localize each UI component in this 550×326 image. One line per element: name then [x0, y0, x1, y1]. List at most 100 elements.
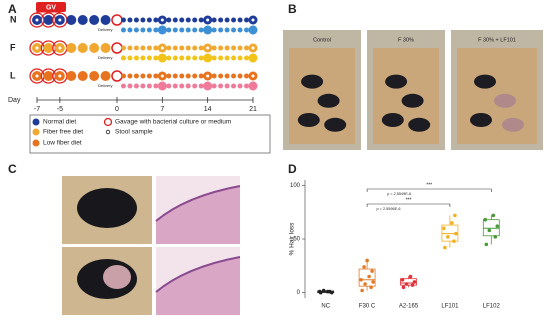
delivery-label: Delivery: [98, 55, 112, 60]
point: [371, 280, 375, 284]
point: [321, 288, 326, 293]
x-tick-label: A2-165: [399, 304, 419, 310]
diet-dot: [198, 17, 204, 23]
panel-label: A: [8, 2, 17, 16]
diet-dot: [146, 17, 152, 23]
diet-dot: [140, 17, 146, 23]
mouse: [381, 113, 404, 127]
box: [358, 268, 376, 287]
row-label: N: [10, 14, 17, 24]
y-tick-label: 50: [293, 237, 300, 243]
diet-dot: [185, 73, 191, 79]
diet-dot: [244, 55, 250, 61]
diet-dot: [231, 83, 237, 89]
point: [401, 285, 406, 290]
x-tick-label: F30 C: [359, 304, 376, 310]
point: [408, 274, 413, 279]
diet-dot: [172, 73, 178, 79]
diet-dot: [185, 83, 191, 89]
day-tick-label: 14: [204, 106, 212, 113]
stool-dot: [35, 74, 39, 78]
diet-dot: [166, 45, 172, 51]
diet-dot: [153, 45, 159, 51]
point: [362, 265, 366, 269]
point: [484, 242, 489, 247]
diet-dot: [198, 55, 204, 61]
point: [404, 282, 409, 286]
stool-dot: [206, 74, 210, 78]
mouse: [385, 74, 408, 89]
diet-dot: [77, 15, 88, 25]
diet-dot: [140, 27, 146, 33]
stool-dot: [58, 74, 62, 78]
point: [359, 277, 363, 282]
photo-label: F 30% + LF101: [478, 37, 516, 43]
diet-dot: [237, 83, 243, 89]
diet-dot: [237, 27, 243, 33]
tissue: [156, 186, 240, 244]
diet-dot: [127, 17, 133, 23]
diet-dot: [120, 27, 126, 33]
diet-dot: [127, 27, 133, 33]
legend-swatch: [105, 129, 111, 135]
diet-dot: [192, 17, 198, 23]
diet-dot: [146, 45, 152, 51]
diet-dot: [185, 17, 191, 23]
stool-dot: [35, 46, 39, 50]
stool-dot: [206, 46, 210, 50]
diet-dot: [133, 83, 139, 89]
diet-dot: [133, 55, 139, 61]
diet-dot: [248, 53, 258, 63]
mouse: [408, 117, 431, 132]
point: [370, 269, 374, 273]
day-tick-label: -7: [34, 106, 40, 113]
diet-dot: [231, 17, 237, 23]
diet-dot: [153, 83, 159, 89]
mouse: [401, 93, 424, 108]
diet-dot: [166, 83, 172, 89]
day-tick-label: 7: [160, 106, 164, 113]
diet-dot: [179, 55, 185, 61]
diet-dot: [185, 27, 191, 33]
mouse: [317, 93, 340, 108]
epidermis: [155, 256, 241, 293]
diet-dot: [224, 45, 230, 51]
diet-dot: [146, 55, 152, 61]
diet-dot: [192, 27, 198, 33]
gavage-ring: [111, 14, 123, 26]
annotation: p = 2.5549E-6: [387, 192, 411, 196]
diet-dot: [244, 83, 250, 89]
annotation: p = 2.5596E-6: [377, 207, 401, 211]
diet-dot: [66, 43, 77, 53]
diet-dot: [179, 45, 185, 51]
diet-dot: [231, 55, 237, 61]
diet-dot: [211, 55, 217, 61]
tissue: [156, 257, 240, 315]
diet-dot: [224, 83, 230, 89]
delivery-label: Delivery: [98, 83, 112, 88]
point: [483, 217, 488, 222]
diet-dot: [166, 73, 172, 79]
stool-dot: [206, 18, 210, 22]
diet-dot: [127, 73, 133, 79]
diet-dot: [237, 73, 243, 79]
diet-dot: [146, 83, 152, 89]
point: [450, 221, 454, 225]
diet-dot: [218, 55, 224, 61]
stool-dot: [58, 46, 62, 50]
diet-dot: [166, 55, 172, 61]
diet-dot: [172, 55, 178, 61]
diet-dot: [172, 27, 178, 33]
mouse: [297, 113, 320, 127]
diet-dot: [218, 73, 224, 79]
diet-dot: [140, 83, 146, 89]
diet-dot: [244, 17, 250, 23]
point: [442, 226, 446, 231]
diet-dot: [211, 73, 217, 79]
diet-dot: [179, 27, 185, 33]
diet-dot: [237, 55, 243, 61]
diet-dot: [166, 27, 172, 33]
diet-dot: [120, 55, 126, 61]
diet-dot: [218, 17, 224, 23]
x-tick-label: NC: [321, 304, 330, 310]
